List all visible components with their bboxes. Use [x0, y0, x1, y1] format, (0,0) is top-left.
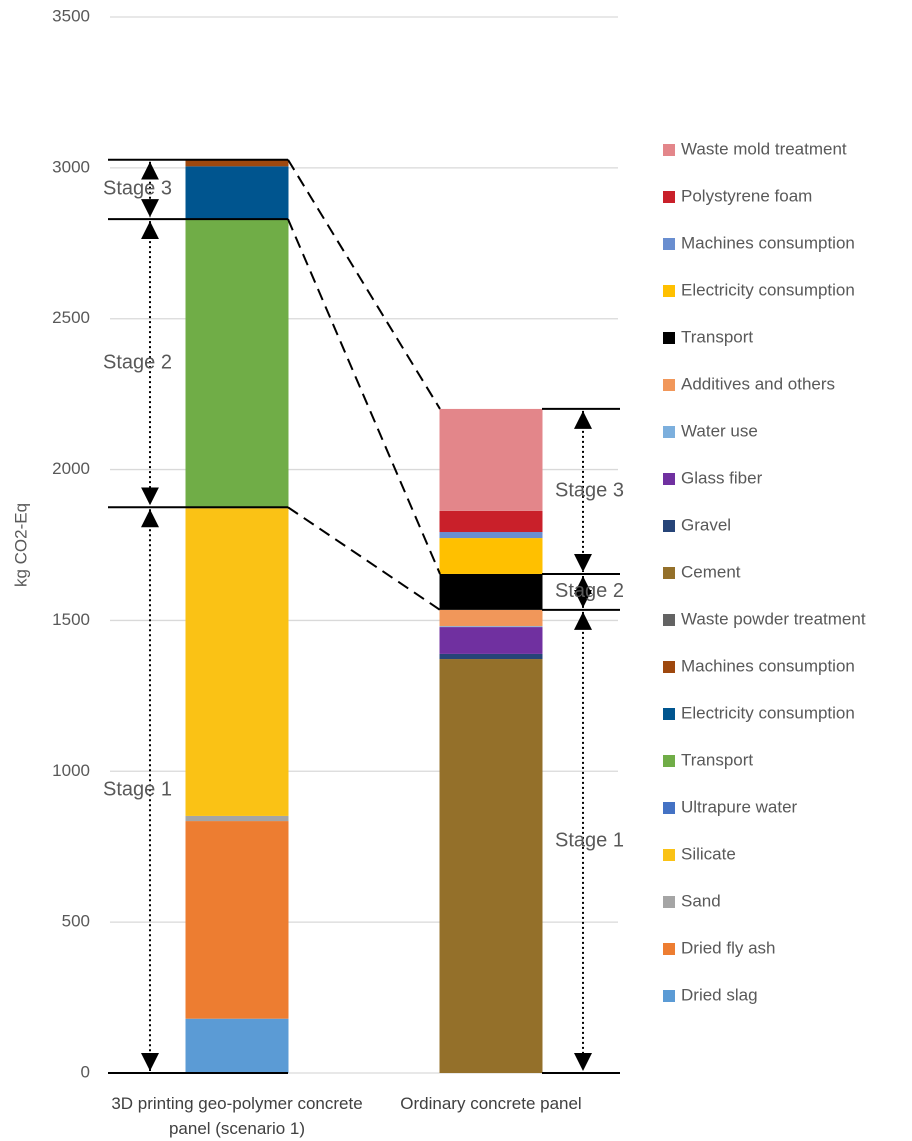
bar-segment: [185, 508, 289, 816]
bar-segment: [185, 219, 289, 508]
bar-segment: [439, 626, 543, 628]
legend-swatch: [663, 755, 675, 767]
connector: [287, 218, 441, 575]
legend-swatch: [663, 802, 675, 814]
legend-label: Transport: [681, 750, 753, 769]
legend-label: Transport: [681, 327, 753, 346]
y-tick-label: 3500: [52, 6, 90, 25]
bar-segment: [185, 160, 289, 167]
legend-label: Silicate: [681, 844, 736, 863]
legend-swatch: [663, 379, 675, 391]
y-tick-label: 0: [81, 1062, 90, 1081]
bar-segment: [439, 408, 543, 511]
stage-label: Stage 1: [555, 830, 624, 852]
legend-swatch: [663, 520, 675, 532]
legend-swatch: [663, 191, 675, 203]
legend-label: Ultrapure water: [681, 797, 798, 816]
legend-label: Dried fly ash: [681, 938, 775, 957]
bar-segment: [439, 627, 543, 654]
bar-segment: [439, 609, 543, 627]
legend-label: Electricity consumption: [681, 280, 855, 299]
stage-label: Stage 2: [103, 351, 172, 373]
connector: [287, 506, 441, 611]
stage-label: Stage 3: [555, 480, 624, 502]
legend-label: Waste mold treatment: [681, 139, 847, 158]
bar-segment: [185, 821, 289, 1019]
legend-label: Polystyrene foam: [681, 186, 812, 205]
stage-label: Stage 3: [103, 178, 172, 200]
legend-swatch: [663, 332, 675, 344]
legend-swatch: [663, 144, 675, 156]
stage-label: Stage 2: [555, 580, 624, 602]
x-tick-label: Ordinary concrete panel: [400, 1094, 582, 1113]
legend-label: Gravel: [681, 515, 731, 534]
x-tick-label: 3D printing geo-polymer concrete panel (…: [111, 1094, 363, 1138]
y-axis-label: kg CO2-Eq: [11, 503, 30, 587]
y-tick-label: 500: [62, 912, 90, 931]
legend-swatch: [663, 567, 675, 579]
y-tick-label: 1500: [52, 610, 90, 629]
bar-segment: [439, 659, 543, 1073]
legend-swatch: [663, 990, 675, 1002]
bar-segment: [185, 1018, 289, 1073]
bar-segment: [439, 653, 543, 660]
legend-label: Machines consumption: [681, 233, 855, 252]
legend-swatch: [663, 708, 675, 720]
legend-label: Additives and others: [681, 374, 835, 393]
bar-segment: [439, 573, 543, 610]
legend-swatch: [663, 473, 675, 485]
legend-swatch: [663, 896, 675, 908]
stage-label: Stage 1: [103, 778, 172, 800]
connector: [287, 159, 441, 410]
bar-segment: [439, 532, 543, 539]
legend-swatch: [663, 238, 675, 250]
y-tick-label: 1000: [52, 761, 90, 780]
legend-label: Machines consumption: [681, 656, 855, 675]
bar-segment: [439, 538, 543, 574]
legend-label: Waste powder treatment: [681, 609, 866, 628]
y-tick-label: 3000: [52, 157, 90, 176]
legend-label: Electricity consumption: [681, 703, 855, 722]
legend-label: Glass fiber: [681, 468, 763, 487]
bar-segment: [185, 815, 289, 822]
legend-swatch: [663, 614, 675, 626]
legend-swatch: [663, 661, 675, 673]
legend-swatch: [663, 285, 675, 297]
y-tick-label: 2500: [52, 308, 90, 327]
legend-label: Water use: [681, 421, 758, 440]
legend-swatch: [663, 943, 675, 955]
legend-swatch: [663, 426, 675, 438]
y-tick-label: 2000: [52, 459, 90, 478]
bar-segment: [185, 166, 289, 220]
legend-swatch: [663, 849, 675, 861]
legend-label: Dried slag: [681, 985, 758, 1004]
bar-segment: [439, 510, 543, 533]
legend-label: Sand: [681, 891, 721, 910]
legend-label: Cement: [681, 562, 741, 581]
